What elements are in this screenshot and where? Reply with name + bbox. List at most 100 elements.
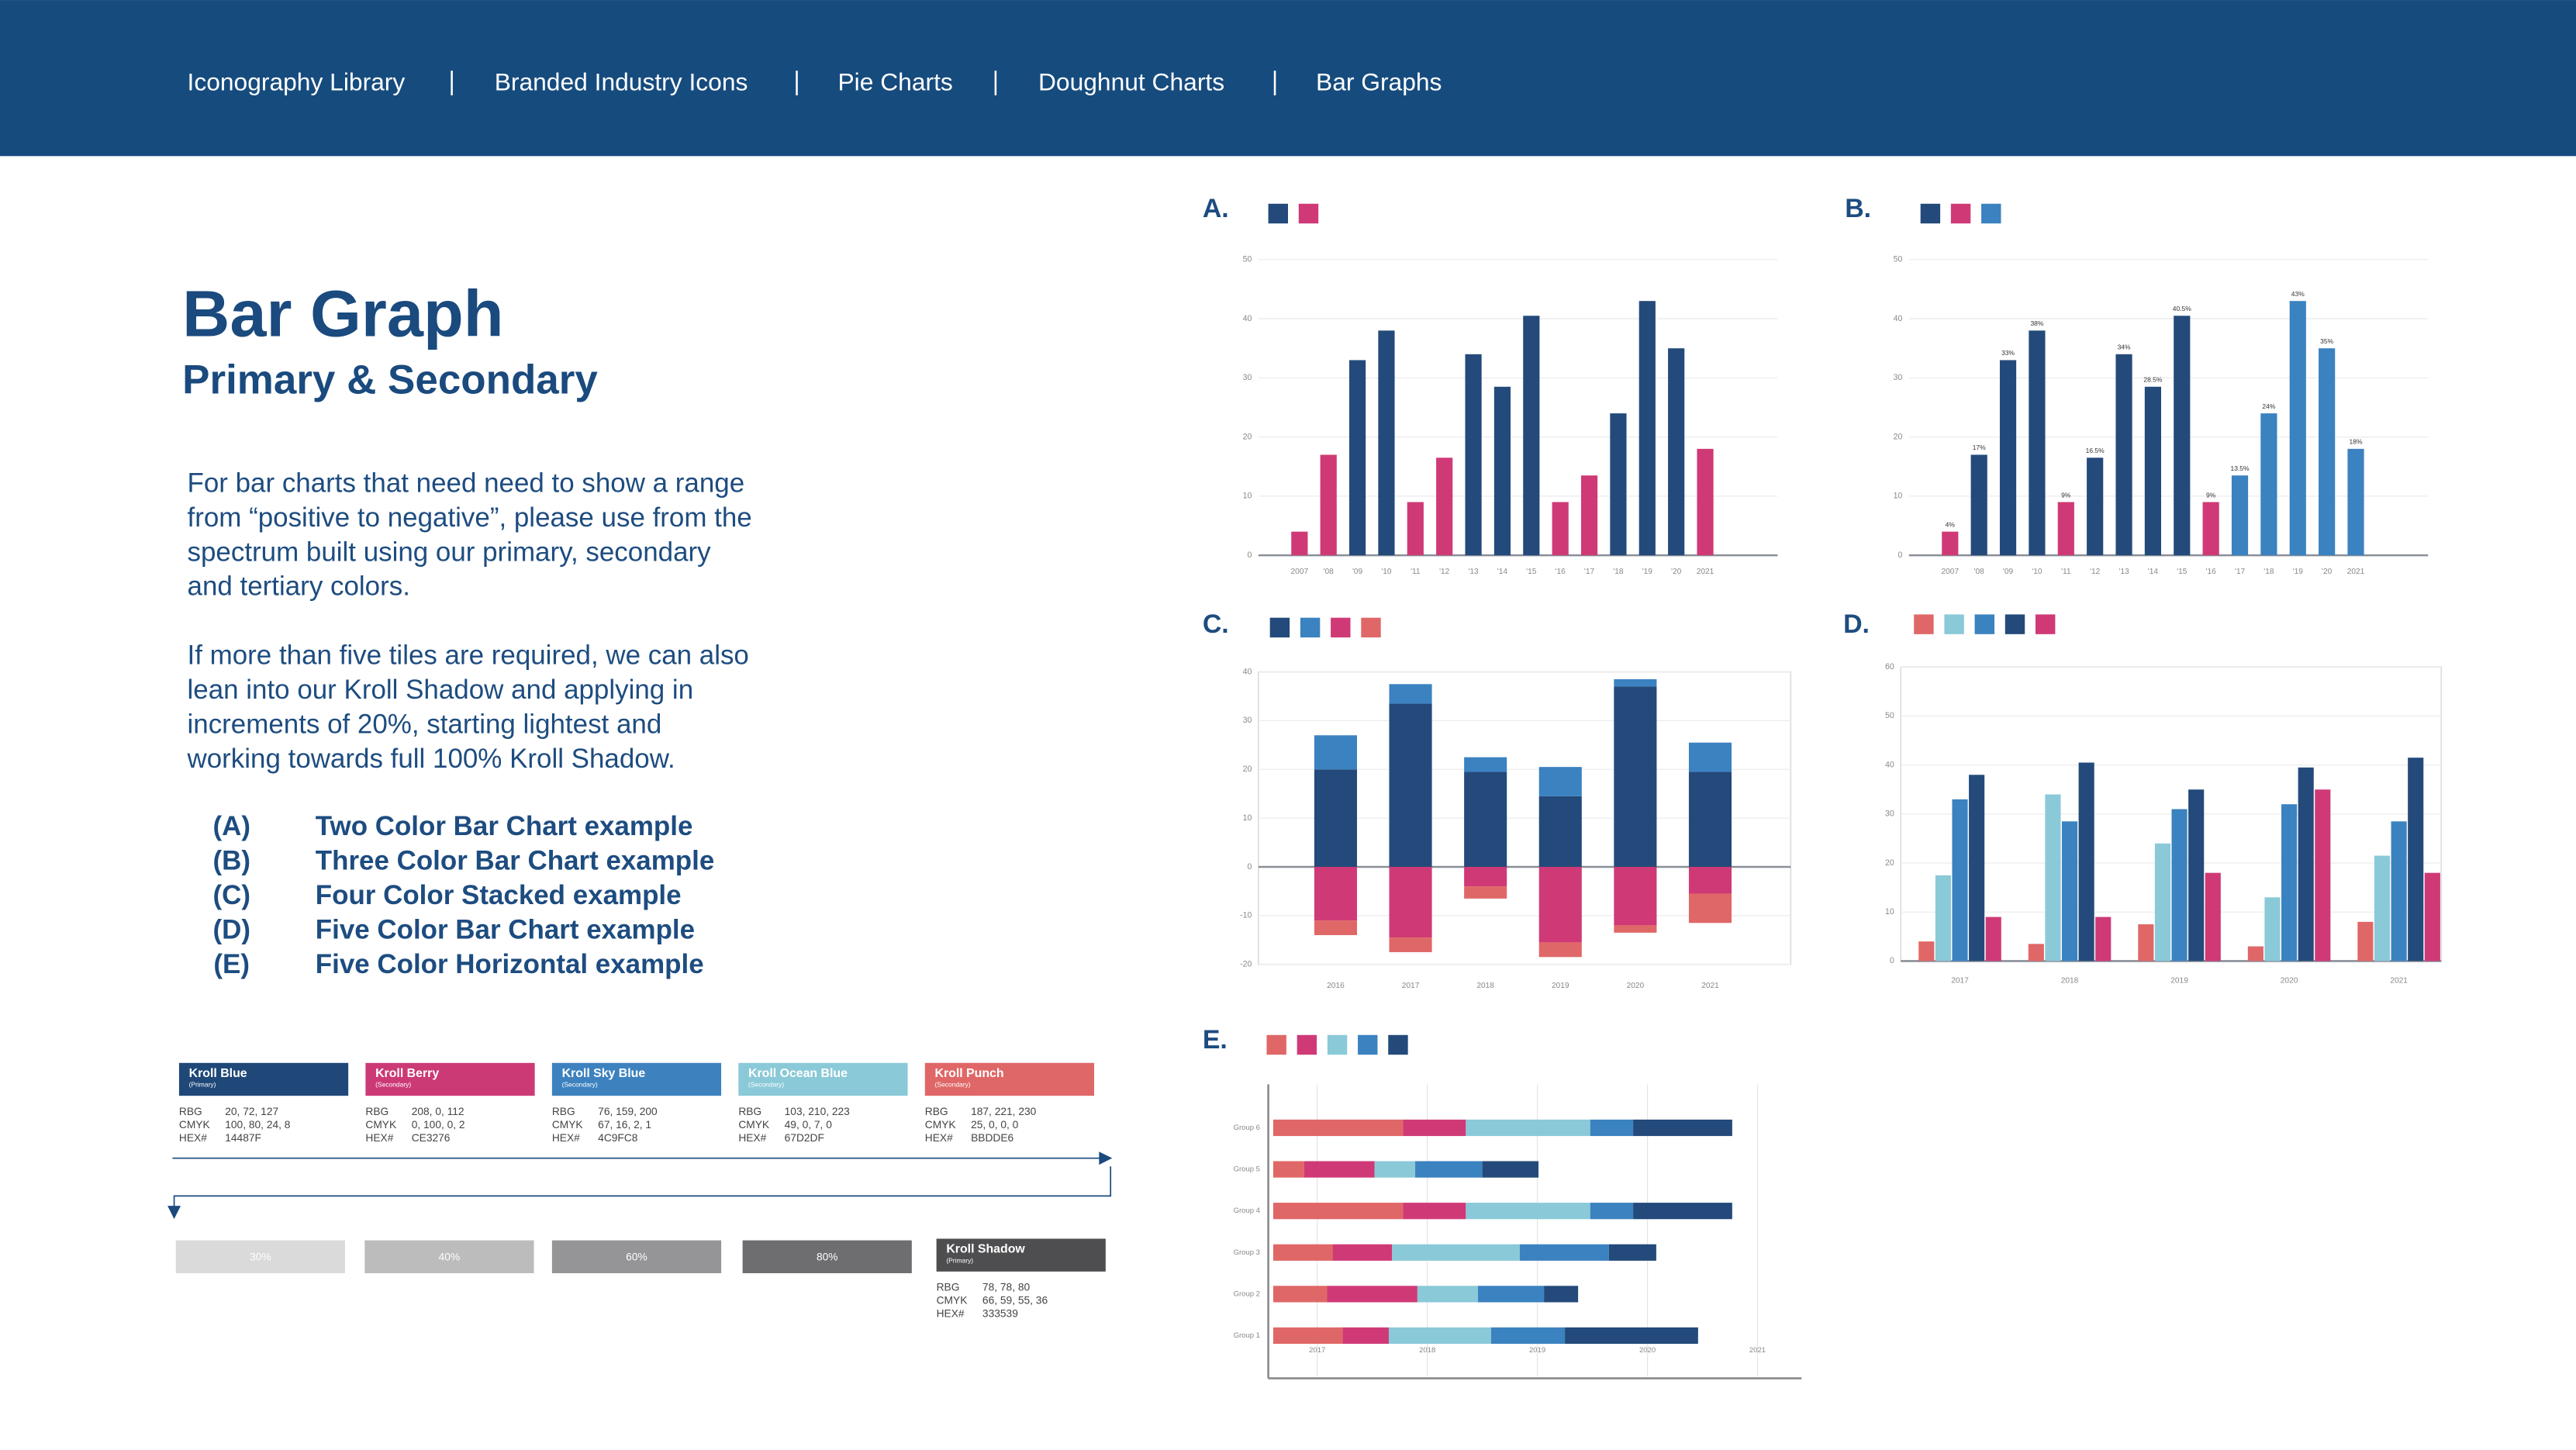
- body-text: increments of 20%, starting lightest and: [188, 709, 662, 740]
- x-tick-label: 2018: [2061, 977, 2079, 986]
- y-tick-label: Group 3: [1234, 1248, 1260, 1257]
- nav-link[interactable]: Pie Charts: [837, 67, 952, 95]
- bar: [2315, 789, 2331, 961]
- legend-swatch: [1266, 1034, 1286, 1055]
- bar-segment: [1314, 769, 1357, 867]
- x-tick-label: '13: [1468, 568, 1479, 576]
- bar-segment: [1342, 1327, 1389, 1345]
- example-text: Two Color Bar Chart example: [316, 811, 693, 841]
- y-tick-label: 20: [1243, 432, 1252, 441]
- swatch-spec-value: CE3276: [412, 1132, 451, 1144]
- nav-separators: [451, 71, 1276, 95]
- swatch-name: Kroll Punch: [934, 1067, 1003, 1080]
- page-subtitle: Primary & Secondary: [182, 357, 598, 403]
- legend-swatch: [1974, 614, 1995, 634]
- x-tick-label: '10: [1381, 568, 1392, 576]
- y-tick-label: -10: [1240, 911, 1252, 920]
- swatch-spec-value: 4C9FC8: [598, 1132, 638, 1144]
- swatch-spec-label: HEX#: [179, 1132, 207, 1144]
- bar: [2057, 502, 2074, 556]
- page-title: Bar Graph: [182, 276, 503, 350]
- swatch-name: Kroll Sky Blue: [562, 1067, 646, 1080]
- nav-link[interactable]: Bar Graphs: [1316, 67, 1442, 95]
- x-tick-label: 2018: [1419, 1346, 1435, 1355]
- bar: [1697, 448, 1714, 556]
- legend-swatch: [2035, 614, 2056, 634]
- x-tick-label: 2017: [1951, 977, 1969, 986]
- shade-swatch: [364, 1240, 534, 1273]
- legend-swatch: [1944, 614, 1964, 634]
- swatch-spec-value: 25, 0, 0, 0: [971, 1119, 1019, 1131]
- bar-segment: [1633, 1119, 1732, 1137]
- x-tick-label: '19: [1642, 568, 1653, 576]
- x-tick-label: '18: [1613, 568, 1624, 576]
- bar: [1918, 941, 1935, 961]
- bar-segment: [1464, 757, 1507, 772]
- x-tick-label: '09: [1352, 568, 1363, 576]
- legend-swatch: [1920, 203, 1941, 224]
- bar-segment: [1272, 1119, 1404, 1137]
- x-tick-label: 2019: [1552, 982, 1569, 990]
- bar: [2144, 386, 2162, 556]
- data-label: 4%: [1946, 520, 1956, 528]
- y-tick-label: 30: [1243, 716, 1252, 725]
- nav-link[interactable]: Branded Industry Icons: [495, 67, 748, 95]
- swatch-spec-label: CMYK: [738, 1119, 770, 1131]
- x-tick-label: 2021: [1749, 1346, 1766, 1355]
- bar-segment: [1464, 772, 1507, 867]
- bar-segment: [1464, 866, 1507, 887]
- x-tick-label: '09: [2003, 568, 2014, 576]
- bar: [1610, 413, 1627, 556]
- data-label: 28.5%: [2143, 376, 2162, 384]
- bar: [2205, 872, 2221, 961]
- bar-segment: [1466, 1119, 1590, 1137]
- nav-link[interactable]: Doughnut Charts: [1038, 67, 1224, 95]
- y-tick-label: Group 1: [1234, 1331, 1260, 1340]
- bar: [2319, 348, 2336, 556]
- legend-swatch: [1269, 617, 1290, 638]
- bar: [1523, 316, 1540, 556]
- y-tick-label: 0: [1247, 551, 1252, 560]
- swatch-spec-label: RBG: [738, 1106, 761, 1117]
- color-swatch: [178, 1062, 349, 1096]
- x-tick-label: '20: [2322, 568, 2333, 576]
- y-tick-label: Group 4: [1234, 1207, 1261, 1215]
- data-label: 9%: [2061, 491, 2071, 499]
- bar-segment: [1314, 920, 1357, 935]
- x-tick-label: '12: [1439, 568, 1450, 576]
- shade-swatch: [175, 1240, 345, 1273]
- swatch-spec-value: 14487F: [225, 1132, 261, 1144]
- bar: [2391, 821, 2407, 961]
- bar-segment: [1332, 1244, 1393, 1261]
- y-tick-label: -20: [1240, 959, 1252, 968]
- bar-segment: [1544, 1286, 1579, 1303]
- bar: [2188, 789, 2205, 961]
- body-text: spectrum built using our primary, second…: [188, 537, 712, 567]
- bar: [2078, 762, 2094, 961]
- bar: [2374, 855, 2391, 961]
- bar-segment: [1403, 1119, 1466, 1137]
- x-tick-label: '08: [1974, 568, 1985, 576]
- data-label: 13.5%: [2231, 464, 2250, 472]
- bar-segment: [1415, 1161, 1483, 1178]
- y-tick-label: 30: [1243, 373, 1252, 382]
- y-tick-label: 0: [1897, 551, 1902, 560]
- shade-label: 80%: [817, 1251, 838, 1262]
- bar: [2264, 897, 2281, 961]
- legend-swatch: [1298, 203, 1319, 224]
- x-tick-label: 2021: [1697, 568, 1714, 576]
- bar-segment: [1614, 925, 1657, 933]
- bar-segment: [1417, 1286, 1478, 1303]
- legend-swatch: [1300, 617, 1321, 638]
- nav-link[interactable]: Iconography Library: [188, 67, 406, 95]
- color-swatch: [936, 1238, 1106, 1272]
- bar: [1935, 875, 1951, 961]
- shade-arrow: [172, 1157, 1112, 1211]
- x-tick-label: '20: [1671, 568, 1682, 576]
- bar-segment: [1272, 1203, 1404, 1220]
- example-label: (A): [212, 811, 250, 841]
- swatch-role: (Secondary): [375, 1081, 411, 1089]
- y-tick-label: 0: [1247, 862, 1252, 872]
- bar-segment: [1314, 866, 1357, 921]
